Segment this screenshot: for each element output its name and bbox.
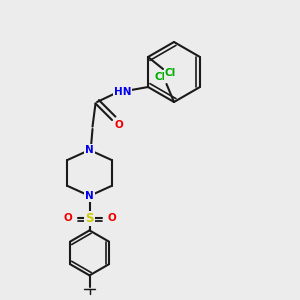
Text: O: O xyxy=(107,213,116,224)
Text: O: O xyxy=(63,213,72,224)
Text: Cl: Cl xyxy=(165,68,176,79)
Text: O: O xyxy=(114,120,123,130)
Text: N: N xyxy=(85,191,94,201)
Text: N: N xyxy=(85,145,94,155)
Text: HN: HN xyxy=(114,86,131,97)
Text: Cl: Cl xyxy=(155,71,166,82)
Text: S: S xyxy=(85,212,94,225)
